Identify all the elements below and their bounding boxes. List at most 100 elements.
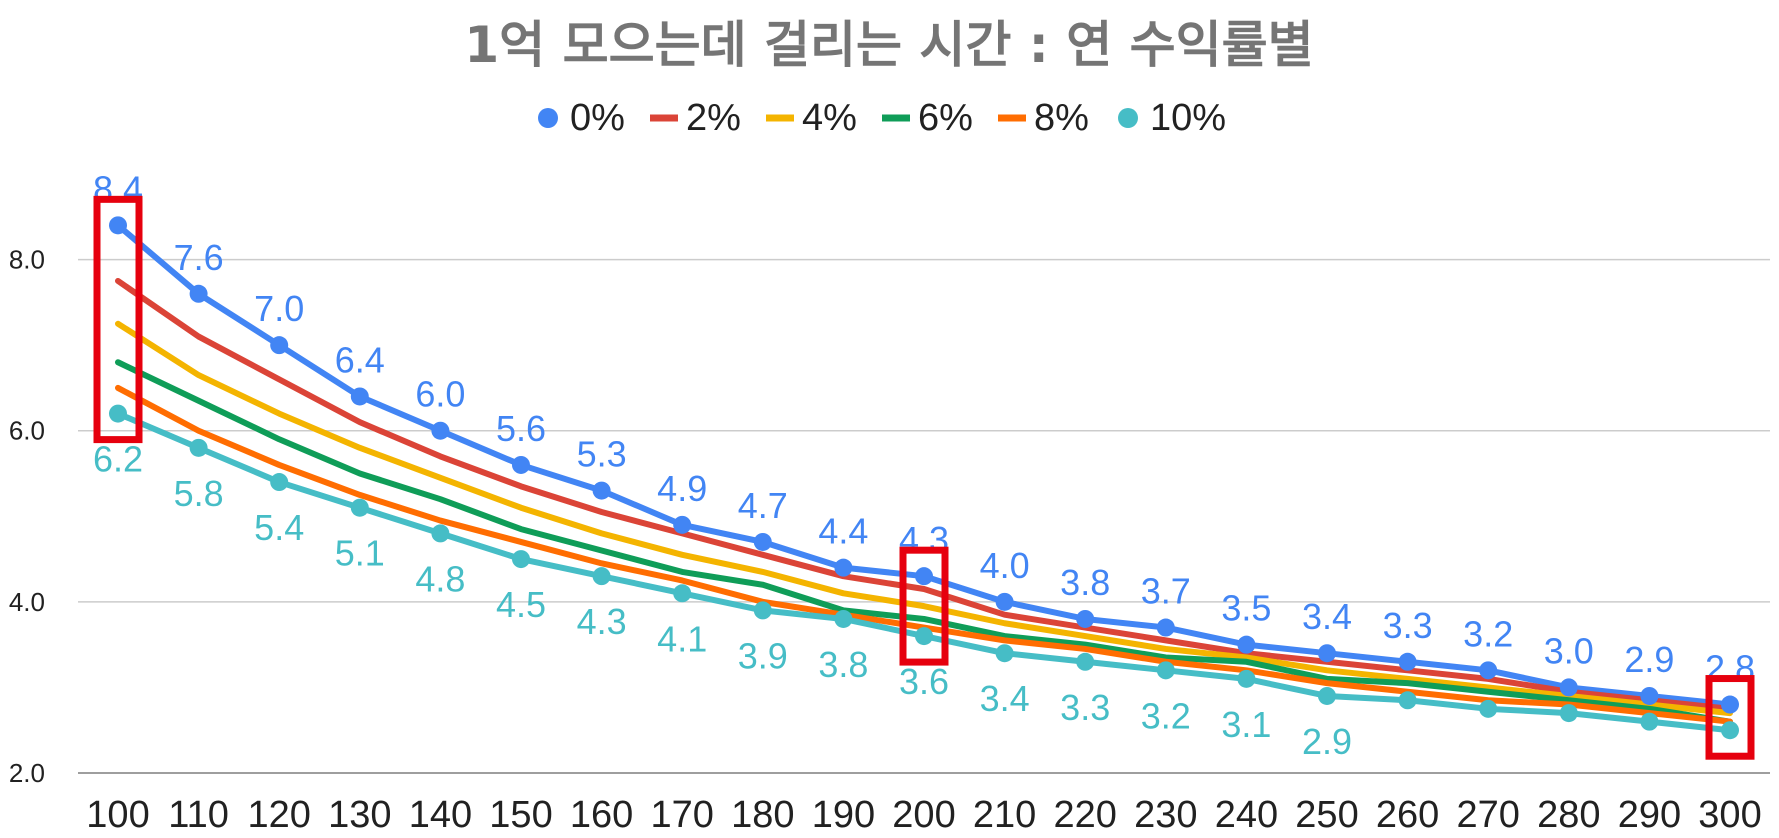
data-point-0pct (270, 336, 289, 355)
legend: 0% 2% 4% 6% 8% 10% (538, 97, 1226, 139)
data-label: 6.0 (415, 374, 465, 415)
data-point-10pct (1721, 721, 1739, 740)
data-point-0pct (915, 567, 933, 586)
data-labels: 8.47.67.06.46.05.65.34.9 4.74.4 4.34.0 3.8 3… (93, 168, 1755, 762)
data-label: 2.9 (1624, 639, 1674, 680)
legend-item-8pct: 8% (998, 97, 1089, 139)
data-label: 4.0 (980, 545, 1030, 586)
data-label: 3.5 (1221, 588, 1271, 629)
x-tick-label: 180 (731, 794, 794, 836)
data-point-0pct (1721, 695, 1739, 714)
legend-label: 8% (1034, 97, 1089, 139)
data-point-0pct (431, 421, 450, 440)
x-tick-label: 100 (86, 794, 149, 836)
data-label: 3.7 (1141, 571, 1191, 612)
x-tick-label: 260 (1376, 794, 1439, 836)
data-label: 3.2 (1141, 695, 1191, 736)
data-point-10pct (995, 644, 1014, 663)
legend-label: 6% (918, 97, 973, 139)
legend-item-6pct: 6% (882, 97, 973, 139)
data-point-0pct (995, 592, 1014, 611)
data-point-10pct (512, 550, 530, 569)
data-point-0pct (1237, 635, 1256, 654)
data-point-10pct (915, 627, 933, 646)
highlight-box (93, 195, 143, 444)
data-label: 3.8 (818, 644, 868, 685)
series-lines (115, 222, 1733, 734)
data-point-0pct (1640, 686, 1659, 705)
data-label: 5.3 (577, 434, 627, 475)
x-tick-label: 250 (1295, 794, 1358, 836)
x-tick-label: 280 (1537, 794, 1600, 836)
x-tick-label: 270 (1456, 794, 1519, 836)
data-point-10pct (1640, 712, 1659, 731)
data-point-10pct (189, 438, 208, 457)
data-label: 4.8 (415, 558, 465, 599)
data-label: 2.9 (1302, 721, 1352, 762)
data-label: 4.5 (496, 584, 546, 625)
data-point-0pct (592, 481, 611, 500)
x-tick-label: 170 (650, 794, 713, 836)
y-axis-ticks: 2.0 4.0 6.0 8.0 (9, 245, 45, 788)
data-point-10pct (431, 524, 450, 543)
x-tick-label: 160 (570, 794, 633, 836)
series-markers (109, 216, 1739, 740)
y-tick-label: 6.0 (9, 416, 45, 446)
data-point-10pct (1156, 661, 1175, 680)
data-point-0pct (753, 532, 772, 551)
y-tick-label: 8.0 (9, 245, 45, 275)
x-tick-label: 230 (1134, 794, 1197, 836)
highlight-boxes (93, 195, 1755, 760)
data-label: 4.1 (657, 618, 707, 659)
data-point-0pct (350, 387, 369, 406)
data-point-0pct (834, 558, 853, 577)
data-label: 3.4 (1302, 596, 1352, 637)
x-tick-label: 190 (812, 794, 875, 836)
data-point-10pct (350, 498, 369, 517)
data-label: 4.7 (738, 485, 788, 526)
series-line-6pct (115, 359, 1733, 725)
x-tick-label: 220 (1053, 794, 1116, 836)
legend-label: 0% (570, 97, 625, 139)
legend-marker (538, 108, 558, 128)
data-label: 6.2 (93, 439, 143, 480)
data-label: 7.0 (254, 288, 304, 329)
data-point-0pct (1076, 609, 1095, 628)
data-point-0pct (673, 515, 692, 534)
legend-label: 4% (802, 97, 857, 139)
x-tick-label: 150 (489, 794, 552, 836)
data-point-10pct (1318, 686, 1336, 705)
data-point-0pct (109, 216, 127, 235)
highlight-box (899, 546, 949, 666)
x-axis-ticks: 100 110 120 130 140 150 160 170 180 190 200 210 220 2… (86, 794, 1761, 836)
x-tick-label: 140 (409, 794, 472, 836)
legend-marker (1118, 108, 1138, 128)
data-point-10pct (673, 584, 692, 603)
data-label: 4.4 (818, 511, 868, 552)
series-line-4pct (115, 320, 1733, 717)
x-tick-label: 200 (892, 794, 955, 836)
chart-title: 1억 모으는데 걸리는 시간 : 연 수익률별 (464, 16, 1313, 74)
legend-item-0pct: 0% (538, 97, 625, 139)
data-point-10pct (1479, 699, 1498, 718)
data-point-0pct (1156, 618, 1175, 637)
data-label: 5.8 (174, 473, 224, 514)
data-point-10pct (1398, 691, 1417, 710)
data-label: 6.4 (335, 339, 385, 380)
legend-item-4pct: 4% (766, 97, 857, 139)
data-point-0pct (1479, 661, 1498, 680)
x-tick-label: 130 (328, 794, 391, 836)
data-label: 3.3 (1383, 605, 1433, 646)
x-tick-label: 210 (973, 794, 1036, 836)
data-label: 3.3 (1060, 687, 1110, 728)
data-point-0pct (512, 455, 530, 474)
y-tick-label: 4.0 (9, 587, 45, 617)
x-tick-label: 240 (1215, 794, 1278, 836)
data-point-0pct (1398, 652, 1417, 671)
x-tick-label: 110 (168, 794, 229, 836)
data-label: 7.6 (174, 237, 224, 278)
x-tick-label: 120 (247, 794, 310, 836)
legend-item-2pct: 2% (650, 97, 741, 139)
data-label: 5.1 (335, 533, 385, 574)
